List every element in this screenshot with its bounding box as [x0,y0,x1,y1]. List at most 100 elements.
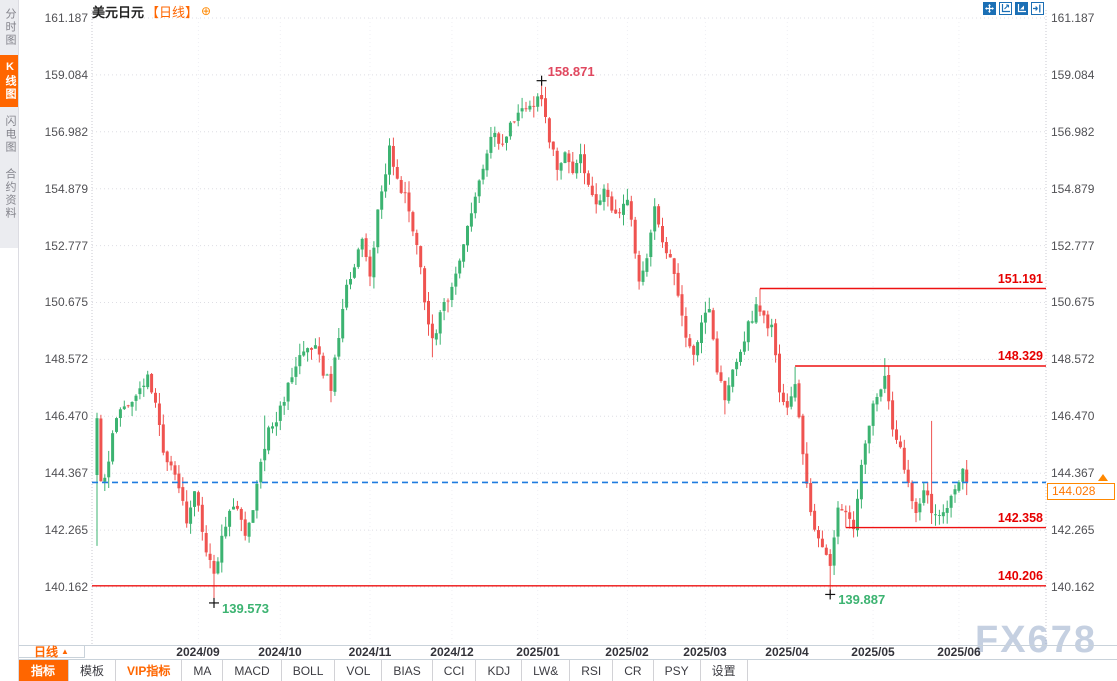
candle-body [758,305,762,312]
period-selector-label: 日线 [34,644,59,659]
candle-body [945,508,949,513]
candle-body [267,427,271,451]
candle-body [189,507,193,524]
btn-settings[interactable]: 设置 [701,660,748,681]
btn-ma[interactable]: MA [182,660,224,681]
candle-body [895,429,898,440]
candle-body [423,268,427,303]
tab-flash-chart[interactable]: 闪电图 [4,115,16,154]
candle-body [306,348,310,353]
candle-body [750,321,754,323]
candle-body [902,447,906,470]
btn-boll[interactable]: BOLL [282,660,336,681]
tab-time-share-chart[interactable]: 分时图 [4,8,16,47]
btn-macd[interactable]: MACD [223,660,282,681]
btn-template[interactable]: 模板 [69,660,117,681]
candle-body [863,443,867,465]
go-to-latest-icon[interactable] [1031,2,1044,15]
scale-axis-icon[interactable] [999,2,1012,15]
candle-body [754,304,758,323]
candle-body [746,321,750,343]
candle-body [711,310,715,340]
candle-body [629,201,633,220]
candle-body [224,526,228,537]
candle-body [922,490,926,503]
candle-body [193,491,196,507]
symbol-title: 美元日元 [92,4,145,20]
btn-cr[interactable]: CR [613,660,654,681]
btn-cci[interactable]: CCI [433,660,477,681]
candle-body [263,448,267,461]
pan-move-icon[interactable] [983,2,996,15]
candle-body [731,369,735,387]
candle-body [719,372,723,381]
candle-body [317,346,321,355]
candle-body [200,504,204,532]
candle-body [325,374,329,376]
candle-body [618,212,622,214]
candle-body [875,397,879,405]
candle-body [212,561,216,574]
candle-body [115,418,118,432]
btn-bias[interactable]: BIAS [382,660,433,681]
candle-body [696,342,700,356]
candle-body [489,136,493,153]
tab-candlestick-chart[interactable]: K线图 [0,55,18,107]
candle-body [185,501,189,524]
candle-body [411,212,415,232]
add-circle-icon[interactable]: ⊕ [201,4,212,18]
candle-body [384,174,388,192]
btn-lw[interactable]: LW& [522,660,571,681]
candle-body [809,483,813,513]
candle-body [99,418,103,482]
candle-body [871,403,875,426]
tab-contract-info[interactable]: 合约资料 [4,168,16,220]
candle-body [547,118,551,143]
candle-body [282,402,286,406]
btn-psy[interactable]: PSY [654,660,701,681]
candle-body [107,461,111,478]
candle-body [715,338,719,373]
btn-vip-indicator[interactable]: VIP指标 [116,660,183,681]
candle-body [707,309,711,313]
candle-body [680,294,684,316]
chart-type-sidebar: 分时图 K线图闪电图合约资料 [0,0,18,248]
btn-rsi[interactable]: RSI [570,660,614,681]
candle-body [575,163,579,174]
candle-body [649,232,653,257]
candle-body [122,406,126,410]
btn-vol[interactable]: VOL [335,660,383,681]
candle-body [941,512,945,517]
candle-body [676,272,680,296]
candle-body [883,375,887,389]
btn-indicator[interactable]: 指标 [18,660,70,681]
candle-body [723,380,727,401]
price-up-triangle-icon [1098,474,1108,481]
candle-body [469,213,473,227]
candle-body [485,153,489,171]
candle-body [356,249,360,267]
candle-body [664,242,668,254]
candle-body [953,489,957,495]
candle-body [294,366,298,377]
candle-body [329,373,333,391]
candle-body [766,314,770,329]
candle-body [672,258,676,274]
chart-header: 美元日元 【日线】 ⊕ [92,3,212,20]
candle-body [840,509,844,511]
btn-kdj[interactable]: KDJ [476,660,523,681]
scale-axis-active-icon[interactable] [1015,2,1028,15]
candle-body [586,173,590,185]
candle-body [473,196,477,214]
candle-body [742,341,746,352]
candle-body [403,192,407,194]
candle-body [341,309,345,339]
candle-body [606,189,610,197]
candle-body [466,225,469,246]
period-selector[interactable]: 日线 ▲ [18,645,85,658]
axis-bottom-rule [18,659,1117,660]
candle-body [762,310,766,316]
candle-body [789,396,793,407]
